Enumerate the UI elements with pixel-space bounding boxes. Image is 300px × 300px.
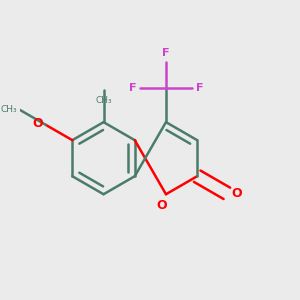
Text: CH₃: CH₃ (1, 105, 18, 114)
Text: O: O (232, 187, 242, 200)
Text: O: O (157, 199, 167, 212)
Text: F: F (162, 48, 170, 58)
Text: O: O (32, 117, 43, 130)
Text: F: F (129, 83, 136, 93)
Text: F: F (196, 83, 203, 93)
Text: CH₃: CH₃ (95, 96, 112, 105)
